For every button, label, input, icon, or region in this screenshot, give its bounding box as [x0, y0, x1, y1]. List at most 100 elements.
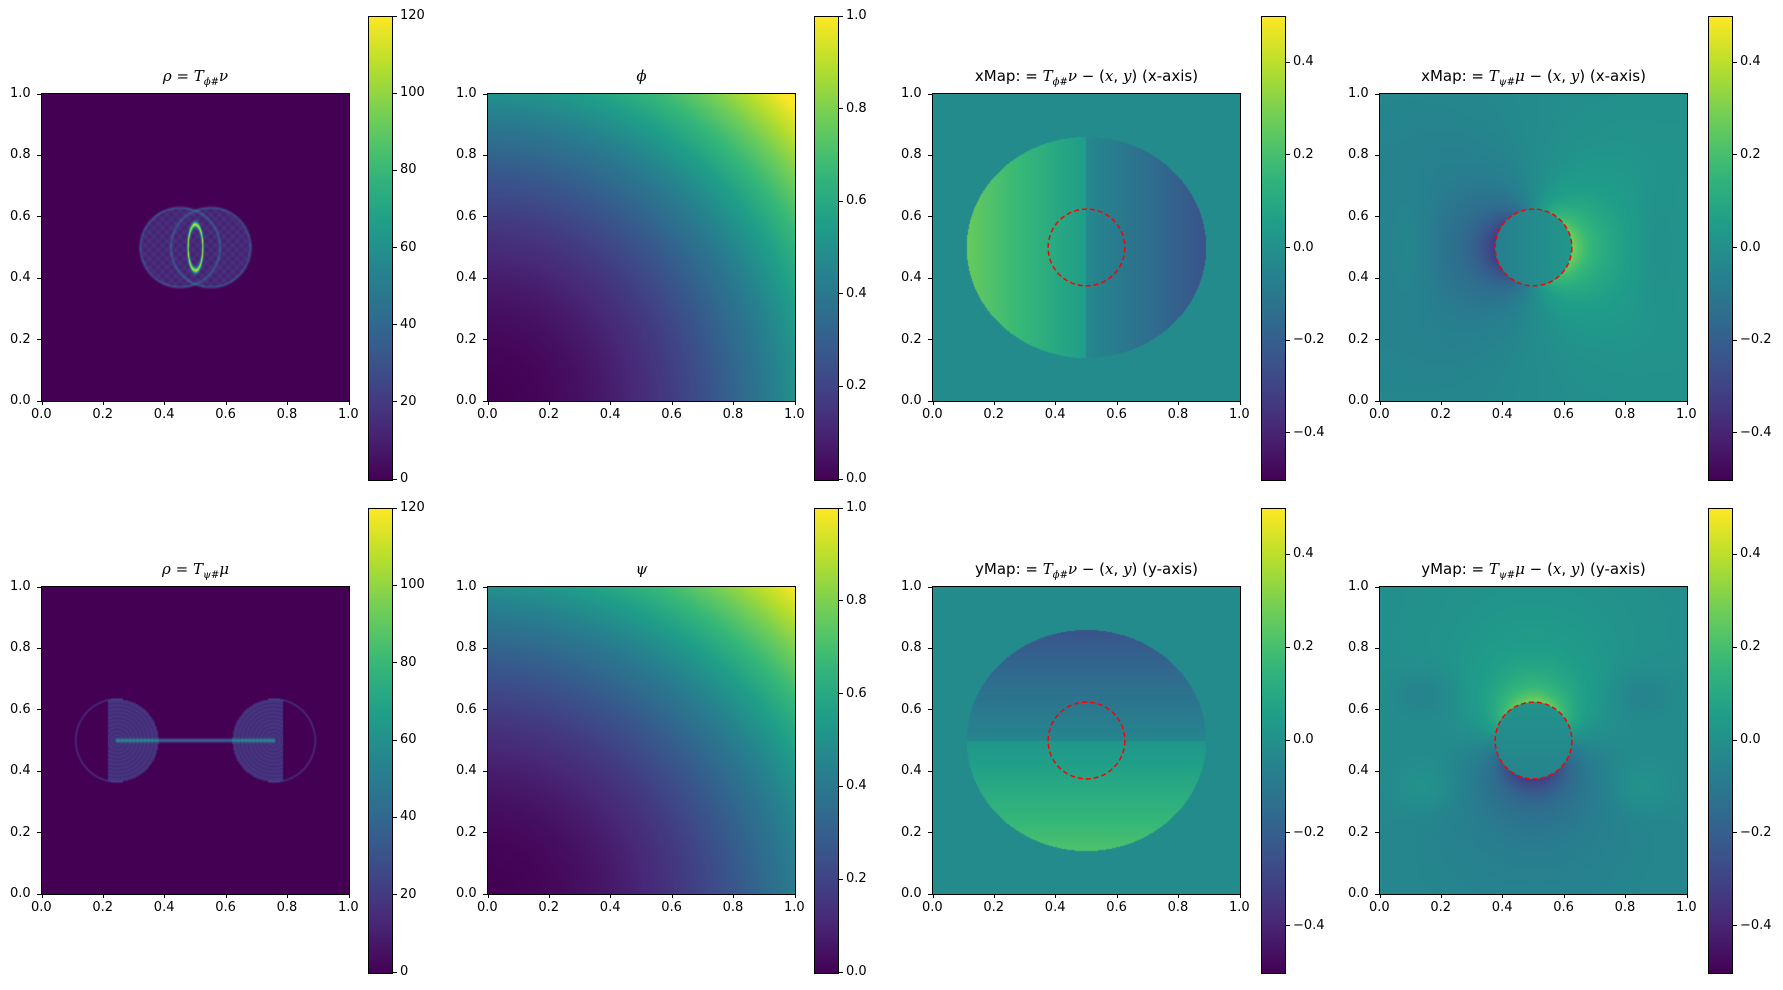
colorbar	[1708, 508, 1733, 974]
colorbar-tick-mark	[1733, 247, 1737, 248]
colorbar-tick-mark	[1286, 432, 1290, 434]
x-tick-mark	[1563, 894, 1565, 898]
y-tick-mark	[1375, 893, 1379, 895]
chart-title: ϕ	[488, 67, 795, 85]
y-tick-mark	[928, 770, 932, 772]
title-part: x	[1552, 560, 1562, 578]
x-tick-label: 0.4	[153, 900, 175, 915]
x-tick-label: 0.2	[92, 407, 114, 422]
x-tick-mark	[102, 401, 104, 405]
x-tick-mark	[1379, 401, 1381, 405]
y-tick-label: 0.2	[1348, 824, 1369, 840]
x-tick-label: 0.8	[276, 407, 298, 422]
y-tick-label: 0.2	[10, 331, 31, 347]
x-tick-label: 0.8	[1614, 900, 1636, 915]
y-tick-mark	[1375, 400, 1379, 402]
colorbar-tick-label: 0.6	[846, 193, 867, 209]
x-tick-mark	[348, 894, 350, 898]
colorbar-tick-mark	[1286, 553, 1290, 555]
title-part: ν	[1067, 560, 1078, 578]
colorbar	[368, 508, 393, 974]
heatmap-axes	[41, 586, 350, 895]
y-tick-mark	[1375, 277, 1379, 279]
y-tick-label: 1.0	[1348, 86, 1369, 101]
heatmap-image	[488, 94, 795, 401]
x-tick-label: 0.6	[661, 407, 682, 422]
chart-title: ρ = Tψ#μ	[42, 560, 349, 581]
y-tick-mark	[483, 647, 487, 649]
colorbar-tick-label: 60	[400, 732, 417, 747]
colorbar-tick-label: 1.0	[846, 500, 867, 515]
colorbar-tick-mark	[839, 693, 843, 695]
title-part: ϕ#	[1052, 570, 1068, 581]
colorbar-tick-label: 40	[400, 316, 417, 332]
title-part: μ	[219, 560, 229, 578]
x-tick-mark	[1686, 894, 1688, 898]
x-tick-mark	[993, 401, 995, 405]
x-tick-mark	[548, 894, 550, 898]
y-tick-label: 0.6	[456, 701, 477, 717]
x-tick-mark	[794, 401, 796, 405]
x-tick-mark	[41, 894, 43, 898]
heatmap-axes	[487, 93, 796, 402]
y-tick-mark	[928, 216, 932, 218]
colorbar-tick-mark	[393, 739, 397, 741]
y-tick-mark	[37, 893, 41, 895]
x-tick-label: 0.8	[722, 407, 744, 422]
colorbar	[1708, 16, 1733, 481]
colorbar-tick-label: 0.4	[846, 778, 867, 794]
y-tick-label: 0.0	[1348, 393, 1369, 408]
x-tick-label: 0.6	[661, 900, 682, 915]
title-part: ψ#	[1498, 77, 1516, 88]
heatmap-image	[1380, 94, 1687, 401]
colorbar-tick-label: −0.4	[1740, 424, 1772, 440]
y-tick-label: 0.8	[901, 640, 922, 656]
colorbar-tick-label: 0.0	[1293, 239, 1314, 255]
overlay	[1494, 208, 1573, 287]
colorbar-tick-mark	[839, 507, 843, 509]
x-tick-mark	[1055, 894, 1057, 898]
y-tick-mark	[37, 647, 41, 649]
y-tick-mark	[37, 586, 41, 588]
x-tick-mark	[1440, 894, 1442, 898]
colorbar-tick-label: −0.4	[1740, 917, 1772, 933]
y-tick-mark	[928, 893, 932, 895]
x-tick-label: 1.0	[1676, 900, 1697, 915]
y-tick-label: 0.2	[10, 824, 31, 840]
heatmap-axes	[487, 586, 796, 895]
y-tick-mark	[37, 154, 41, 156]
colorbar-tick-mark	[1733, 739, 1737, 741]
red-dashed-circle	[1494, 701, 1573, 780]
title-part: ,	[1561, 560, 1571, 578]
x-tick-label: 0.2	[983, 900, 1005, 915]
x-tick-label: 0.0	[1369, 407, 1390, 422]
colorbar-tick-label: −0.2	[1740, 332, 1772, 348]
heatmap-image	[933, 94, 1240, 401]
title-part: ϕ	[636, 67, 647, 85]
y-tick-mark	[37, 93, 41, 95]
title-part: xMap: =	[1421, 67, 1489, 85]
y-tick-label: 0.6	[456, 208, 477, 224]
title-part: y	[1122, 67, 1132, 85]
y-tick-label: 0.6	[1348, 701, 1369, 717]
y-tick-label: 0.8	[10, 147, 31, 163]
red-dashed-circle	[1494, 208, 1573, 287]
colorbar-tick-mark	[393, 971, 397, 973]
colorbar-tick-mark	[1286, 739, 1290, 741]
x-tick-label: 0.2	[538, 900, 560, 915]
y-tick-label: 0.4	[1348, 270, 1369, 286]
y-tick-mark	[37, 709, 41, 711]
x-tick-mark	[610, 894, 612, 898]
colorbar-tick-label: 100	[400, 85, 425, 101]
y-tick-mark	[483, 832, 487, 834]
colorbar-tick-label: 1.0	[846, 8, 867, 23]
x-tick-mark	[1563, 401, 1565, 405]
y-tick-label: 0.2	[1348, 331, 1369, 347]
y-tick-mark	[37, 770, 41, 772]
colorbar-tick-label: 0.0	[1740, 732, 1761, 747]
x-tick-label: 1.0	[1676, 407, 1697, 422]
overlay	[1047, 701, 1126, 780]
colorbar-tick-label: 0.2	[1293, 639, 1314, 655]
colorbar-tick-mark	[1286, 339, 1290, 341]
x-tick-mark	[932, 894, 934, 898]
